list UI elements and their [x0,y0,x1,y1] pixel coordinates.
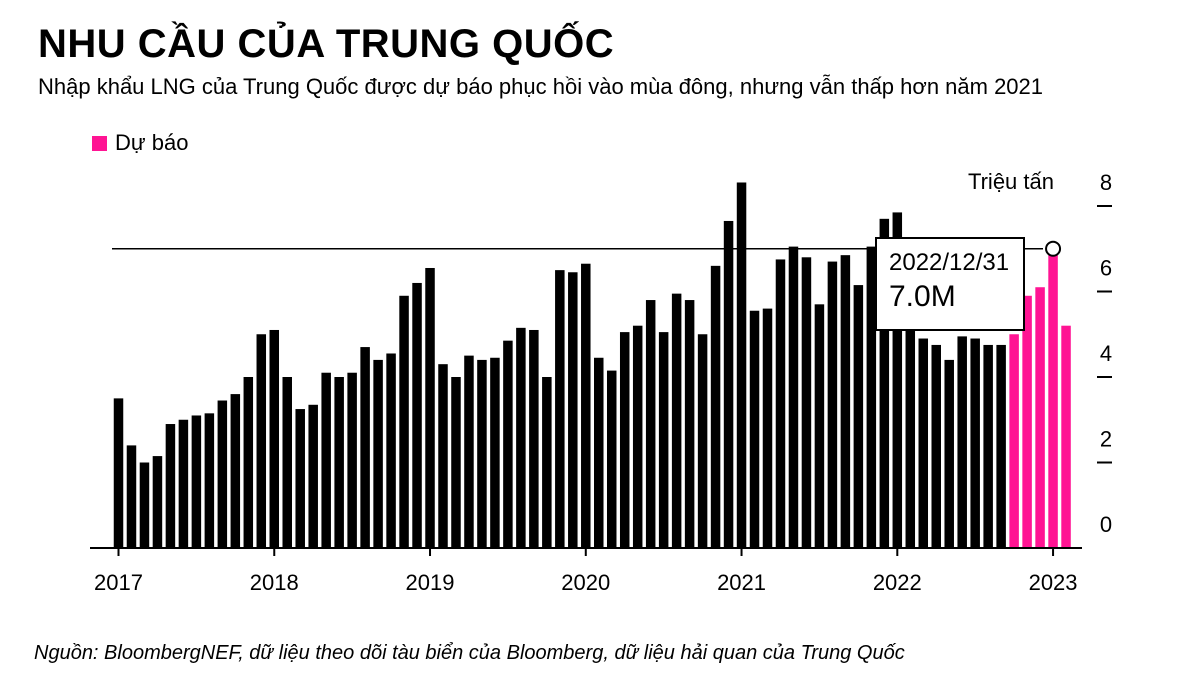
data-bar [918,338,929,548]
x-tick-label: 2018 [250,570,299,595]
data-bar [581,263,591,548]
data-bar [983,344,993,548]
data-bar [788,246,799,549]
data-bar [256,334,267,548]
data-bar [814,304,825,548]
data-bar [308,404,318,548]
data-bar [347,372,357,548]
data-bar [451,377,461,548]
data-bar [931,344,941,548]
data-bar [762,308,773,548]
data-bar [152,456,163,548]
data-bar [853,285,864,548]
data-bar [619,332,630,548]
y-tick-label: 0 [1100,512,1112,537]
data-bar [749,310,760,548]
data-bar [606,370,617,548]
data-bar [438,364,448,548]
data-bar [425,267,435,548]
data-bar [970,338,980,548]
legend: Dự báo [92,130,188,156]
data-bar [801,257,812,548]
y-tick-label: 4 [1100,341,1112,366]
data-bar [269,329,280,548]
data-bar [775,259,786,548]
data-bar [516,327,526,548]
forecast-bar [1009,334,1019,548]
data-bar [321,372,331,548]
x-tick-label: 2020 [561,570,610,595]
forecast-bar [1061,325,1071,548]
data-bar [671,293,682,548]
x-tick-label: 2023 [1029,570,1078,595]
data-bar [892,212,903,548]
forecast-bar [1048,248,1058,548]
data-bar [996,344,1006,548]
data-bar [373,359,383,548]
forecast-bar [1035,287,1045,548]
data-bar [723,220,734,548]
hover-marker [1045,240,1062,257]
data-bar [503,340,513,548]
forecast-bar [1022,295,1032,548]
data-bar [295,409,305,548]
data-bar [178,419,189,548]
data-bar [360,347,370,548]
data-bar [243,377,254,548]
data-bar [529,329,539,548]
data-bar [568,272,578,548]
y-tick-label: 8 [1100,170,1112,195]
data-bar [490,357,500,548]
data-bar [840,255,851,548]
data-bar [827,261,838,548]
tooltip-box [875,237,1025,331]
x-tick-label: 2017 [94,570,143,595]
data-bar [386,353,396,548]
data-bar [632,325,643,548]
data-bar [477,359,487,548]
data-bar [555,270,565,548]
data-bar [710,265,721,548]
data-bar [866,246,877,549]
data-bar [165,424,176,548]
data-bar [126,445,137,548]
data-bar [191,415,202,548]
source-note: Nguồn: BloombergNEF, dữ liệu theo dõi tà… [34,642,905,664]
chart-subtitle: Nhập khẩu LNG của Trung Quốc được dự báo… [38,74,1044,99]
y-tick-label: 2 [1100,427,1112,452]
data-bar [736,182,747,549]
data-bar [879,218,890,548]
x-tick-label: 2022 [873,570,922,595]
data-bar [334,377,344,548]
data-bar [399,295,409,548]
tooltip-date: 2022/12/31 [889,249,1009,276]
data-bar [230,394,241,548]
y-axis-unit-label: Triệu tấn [968,169,1054,194]
data-bar [139,462,150,548]
data-bar [412,282,422,548]
data-bar [282,377,292,548]
y-tick-label: 6 [1100,256,1112,281]
data-bar [957,336,967,548]
data-bar [645,300,656,548]
data-bar [594,357,604,548]
data-bar [464,355,474,548]
data-bar [697,334,708,548]
x-tick-label: 2021 [717,570,766,595]
data-bar [944,359,954,548]
data-bar [217,400,228,548]
data-bar [905,323,916,548]
data-bar [658,332,669,548]
chart-title: NHU CẦU CỦA TRUNG QUỐC [38,22,615,66]
data-bar [113,398,124,548]
legend-forecast-swatch [92,135,107,151]
x-tick-label: 2019 [406,570,455,595]
data-bar [542,377,552,548]
tooltip-value: 7.0M [889,280,956,313]
data-bar [684,300,695,548]
data-bar [204,413,215,548]
legend-forecast-label: Dự báo [115,130,189,155]
